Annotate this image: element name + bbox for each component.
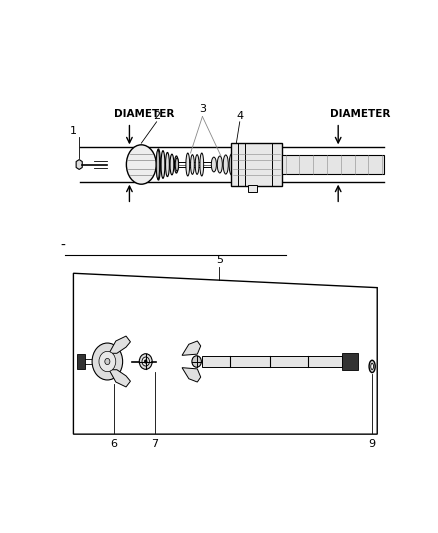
Ellipse shape: [92, 343, 123, 380]
Ellipse shape: [174, 156, 178, 173]
Ellipse shape: [212, 157, 216, 172]
Ellipse shape: [200, 153, 204, 176]
Ellipse shape: [192, 356, 201, 367]
Text: DIAMETER: DIAMETER: [330, 109, 390, 118]
Bar: [77, 354, 85, 369]
Ellipse shape: [217, 156, 223, 173]
Ellipse shape: [99, 351, 116, 372]
Text: 9: 9: [368, 440, 376, 449]
Polygon shape: [76, 159, 82, 169]
Bar: [342, 353, 358, 370]
Ellipse shape: [156, 150, 159, 179]
Text: 3: 3: [199, 104, 206, 115]
Ellipse shape: [170, 154, 174, 175]
Ellipse shape: [127, 145, 156, 184]
Ellipse shape: [145, 360, 147, 363]
Text: 7: 7: [151, 440, 159, 449]
Bar: [248, 185, 257, 192]
Bar: [202, 356, 342, 367]
Text: -: -: [61, 239, 66, 253]
Text: 1: 1: [70, 126, 77, 136]
Bar: [282, 156, 384, 174]
Ellipse shape: [142, 357, 149, 366]
Ellipse shape: [229, 154, 234, 175]
Polygon shape: [182, 368, 201, 382]
Ellipse shape: [371, 364, 374, 369]
Ellipse shape: [156, 149, 160, 180]
Ellipse shape: [223, 155, 228, 174]
Ellipse shape: [369, 360, 375, 373]
Ellipse shape: [139, 354, 152, 369]
Ellipse shape: [161, 151, 165, 179]
Ellipse shape: [186, 153, 190, 176]
Ellipse shape: [191, 155, 194, 174]
Ellipse shape: [195, 155, 199, 174]
Polygon shape: [109, 370, 131, 387]
Polygon shape: [182, 341, 201, 356]
Text: 2: 2: [153, 110, 160, 120]
Text: 6: 6: [111, 440, 118, 449]
Ellipse shape: [166, 152, 170, 176]
Bar: [231, 143, 282, 186]
Text: DIAMETER: DIAMETER: [114, 109, 174, 118]
Text: 5: 5: [216, 255, 223, 265]
Ellipse shape: [175, 158, 179, 171]
Ellipse shape: [105, 358, 110, 365]
Text: 4: 4: [236, 110, 244, 120]
Polygon shape: [109, 336, 131, 353]
